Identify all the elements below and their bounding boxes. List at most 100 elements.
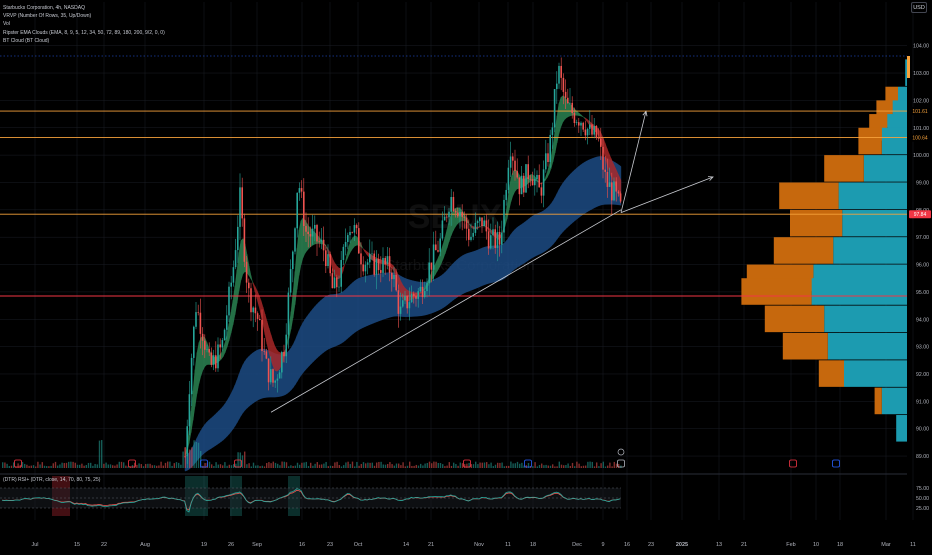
volume-bar bbox=[296, 462, 299, 468]
volume-bar bbox=[26, 464, 28, 468]
volume-bar bbox=[470, 464, 472, 468]
candle-body bbox=[333, 277, 336, 289]
candle-body bbox=[234, 250, 237, 268]
slow-ema-cloud bbox=[336, 293, 340, 346]
volume-bar bbox=[79, 464, 81, 468]
earnings-dividend-marker[interactable] bbox=[789, 459, 797, 468]
legend-vol[interactable]: Vol bbox=[3, 21, 10, 28]
slow-ema-cloud bbox=[234, 379, 238, 427]
legend-bt-cloud[interactable]: BT Cloud (BT Cloud) bbox=[3, 37, 50, 44]
price-axis[interactable]: 104.00103.00102.00101.00100.0099.0098.00… bbox=[907, 44, 931, 512]
volume-bar bbox=[497, 462, 499, 468]
volume-bar bbox=[499, 462, 501, 468]
volume-bar bbox=[87, 462, 90, 468]
volume-bar bbox=[479, 462, 481, 468]
time-tick-label: Nov bbox=[474, 542, 484, 548]
volume-bar bbox=[371, 462, 373, 468]
level-2-price-label-bg bbox=[909, 133, 931, 142]
candle-body bbox=[347, 235, 349, 242]
event-markers[interactable] bbox=[14, 448, 840, 468]
volume-bar bbox=[57, 465, 59, 468]
slow-ema-cloud bbox=[430, 279, 434, 314]
candle-body bbox=[540, 187, 543, 196]
volume-bar bbox=[492, 466, 494, 468]
volume-bar bbox=[422, 465, 424, 468]
slow-ema-cloud bbox=[596, 156, 600, 207]
volume-bar bbox=[611, 466, 613, 468]
volume-bar bbox=[261, 465, 263, 468]
volume-bar bbox=[90, 462, 92, 468]
legend-title[interactable]: Starbucks Corporation, 4h, NASDAQ bbox=[3, 5, 85, 11]
time-tick-label: 11 bbox=[505, 542, 511, 548]
legend-vrvp[interactable]: VRVP (Number Of Rows, 35, Up/Down) bbox=[3, 13, 92, 20]
candle-body bbox=[567, 97, 569, 104]
volume-bar bbox=[197, 442, 200, 468]
currency-button[interactable]: USD bbox=[911, 2, 927, 13]
slow-ema-cloud bbox=[290, 344, 294, 391]
volume-bar bbox=[321, 464, 323, 468]
volume-profile bbox=[741, 59, 907, 442]
volume-bar bbox=[138, 463, 140, 468]
price-tick-label: 97.00 bbox=[916, 235, 929, 241]
volume-bar bbox=[420, 463, 422, 468]
candle-body bbox=[265, 351, 268, 359]
volume-bar bbox=[101, 440, 103, 468]
candle-body bbox=[221, 340, 224, 348]
volume-bar bbox=[406, 465, 409, 468]
slow-ema-cloud bbox=[330, 294, 334, 349]
volume-bar bbox=[360, 463, 362, 468]
volume-bar bbox=[226, 465, 228, 468]
fast-ema-cloud bbox=[558, 97, 562, 134]
earnings-dividend-marker[interactable] bbox=[524, 459, 532, 468]
volume-bar bbox=[310, 462, 312, 468]
volume-bar bbox=[413, 465, 415, 468]
trendlines[interactable] bbox=[270, 110, 714, 413]
volume-bar bbox=[189, 449, 191, 468]
time-tick-label: 2025 bbox=[676, 542, 688, 548]
candle-body bbox=[272, 369, 274, 383]
slow-ema-cloud bbox=[446, 267, 450, 306]
earnings-dividend-marker[interactable] bbox=[128, 459, 136, 468]
candle-body bbox=[252, 307, 254, 313]
earnings-dividend-marker[interactable] bbox=[234, 459, 242, 468]
slow-ema-cloud bbox=[562, 179, 566, 233]
volume-bar bbox=[428, 461, 431, 468]
volume-bar bbox=[83, 465, 85, 468]
volume-bar bbox=[118, 461, 120, 468]
volume-bar bbox=[140, 464, 142, 468]
candle-body bbox=[408, 302, 411, 309]
slow-ema-cloud bbox=[342, 289, 346, 343]
candle-body bbox=[248, 282, 250, 289]
rsi-legend[interactable]: (DTR) RSI+ (DTR, close, 14, 70, 80, 75, … bbox=[3, 477, 101, 483]
volume-bar bbox=[556, 466, 558, 468]
fast-ema-cloud bbox=[276, 349, 280, 372]
volume-bar bbox=[459, 462, 461, 468]
legend-ema-clouds[interactable]: Ripster EMA Clouds (EMA, 8, 9, 5, 12, 34… bbox=[3, 29, 165, 36]
price-tick-label: 93.00 bbox=[916, 345, 929, 351]
volume-bar bbox=[224, 462, 226, 468]
volume-bar bbox=[532, 466, 534, 468]
candle-body bbox=[380, 270, 382, 273]
slow-ema-cloud bbox=[518, 224, 522, 267]
candle-body bbox=[241, 187, 243, 219]
candle-body bbox=[373, 253, 375, 275]
volume-bar bbox=[409, 461, 411, 468]
volume-bar bbox=[52, 463, 54, 468]
slow-ema-cloud bbox=[242, 360, 246, 414]
earnings-dividend-marker[interactable] bbox=[832, 459, 840, 468]
earnings-dividend-marker[interactable] bbox=[200, 459, 208, 468]
earnings-dividend-marker[interactable] bbox=[14, 459, 22, 468]
marker-box bbox=[234, 459, 242, 468]
volume-bar bbox=[323, 463, 325, 468]
candle-body bbox=[589, 124, 591, 129]
slow-ema-cloud bbox=[560, 182, 564, 235]
time-axis[interactable]: Jul 15 22 Aug 19 26 Sep 16 23 Oct 14 21 Nov 11 18 Dec 9 1… bbox=[31, 542, 915, 548]
candle-body bbox=[283, 351, 285, 357]
volume-bar bbox=[270, 463, 272, 468]
fast-ema-cloud bbox=[272, 341, 276, 371]
earnings-dividend-marker[interactable] bbox=[617, 459, 625, 468]
volume-bar bbox=[604, 466, 607, 468]
earnings-dividend-marker[interactable] bbox=[463, 459, 471, 468]
